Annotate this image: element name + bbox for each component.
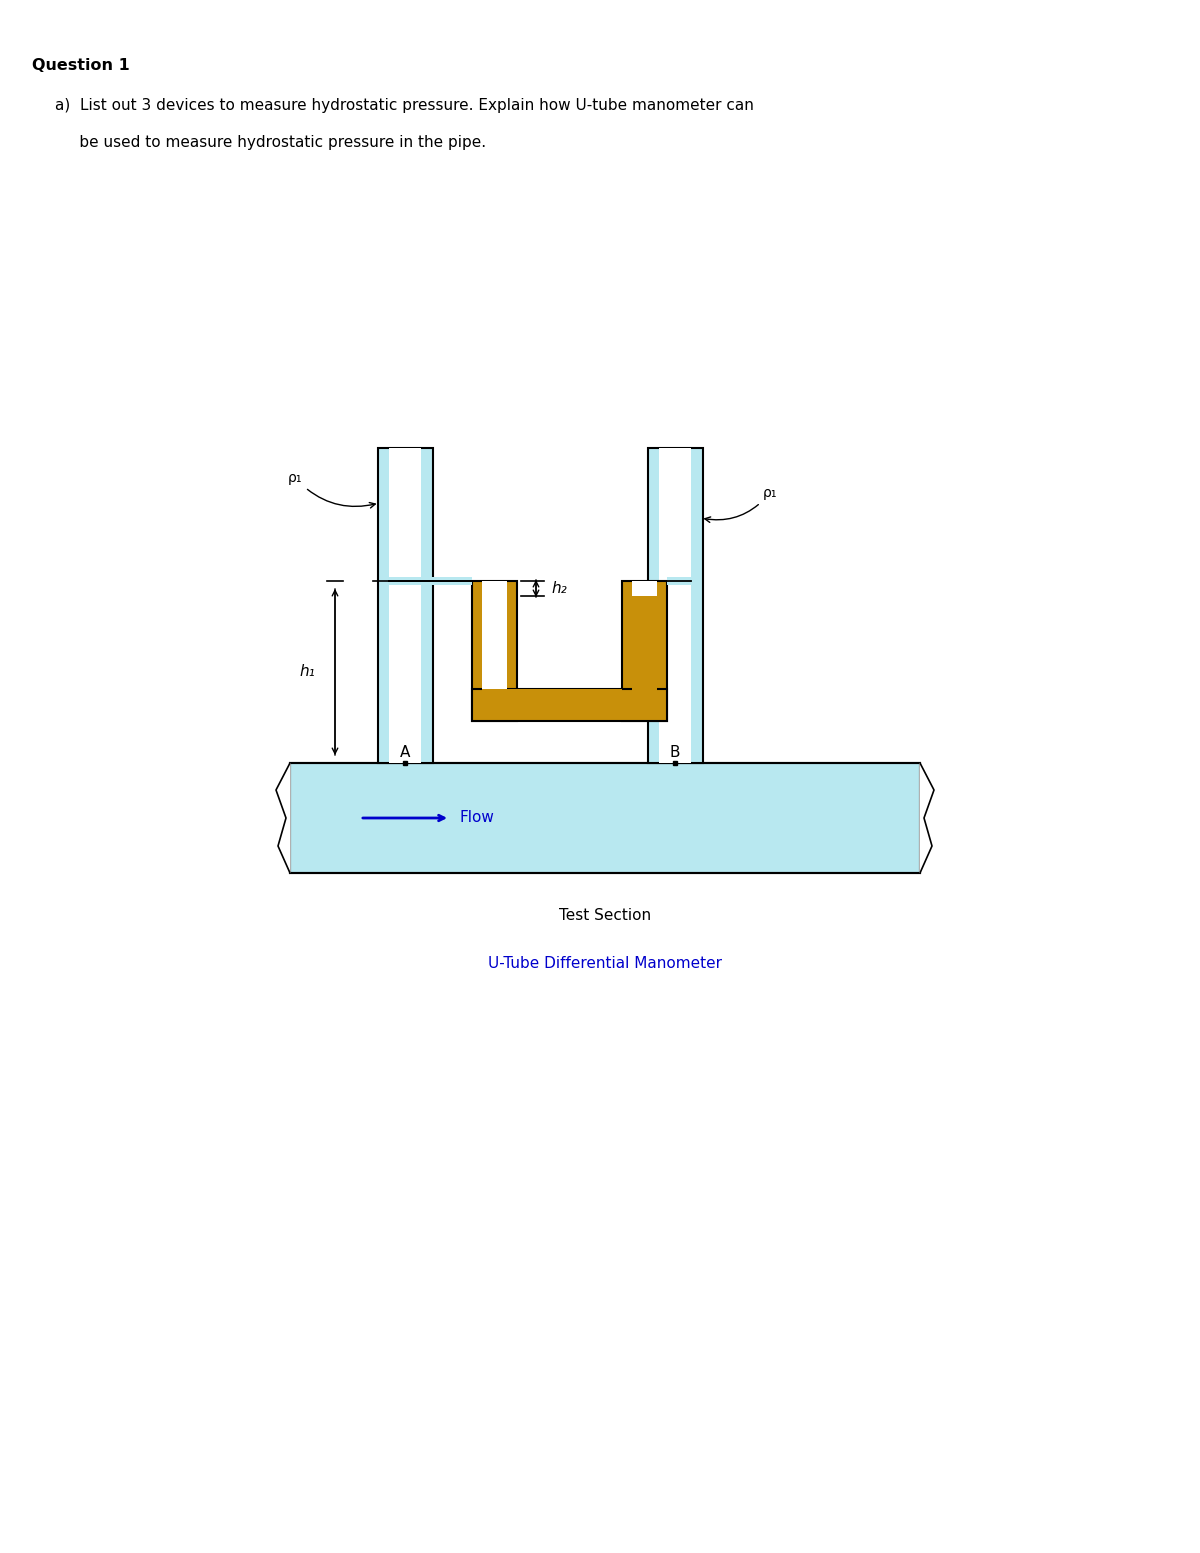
Text: h₂: h₂ [551,581,566,596]
Bar [648,447,702,763]
Text: a)  List out 3 devices to measure hydrostatic pressure. Explain how U-tube manom: a) List out 3 devices to measure hydrost… [55,98,754,113]
Polygon shape [276,763,290,873]
Bar [482,690,622,711]
Bar [389,578,472,585]
Text: ρ₁: ρ₁ [288,471,376,508]
Text: Question 1: Question 1 [32,57,130,73]
Bar [378,447,432,763]
Text: A: A [400,745,410,759]
Text: ρ₁: ρ₁ [704,486,778,522]
Bar [482,581,506,711]
Bar [389,447,421,763]
Bar [622,581,667,721]
Text: Flow: Flow [460,811,494,826]
Bar [659,447,691,763]
Bar [667,578,691,585]
Bar [632,581,658,596]
Text: B: B [670,745,680,759]
Bar [290,763,920,873]
Polygon shape [920,763,934,873]
Text: U-Tube Differential Manometer: U-Tube Differential Manometer [488,957,722,971]
Bar [472,690,667,721]
Text: ρ₂: ρ₂ [668,618,696,634]
Bar [472,581,517,721]
Text: h₁: h₁ [299,665,314,680]
Text: Test Section: Test Section [559,909,652,922]
Bar [632,596,658,711]
Text: be used to measure hydrostatic pressure in the pipe.: be used to measure hydrostatic pressure … [55,135,486,151]
